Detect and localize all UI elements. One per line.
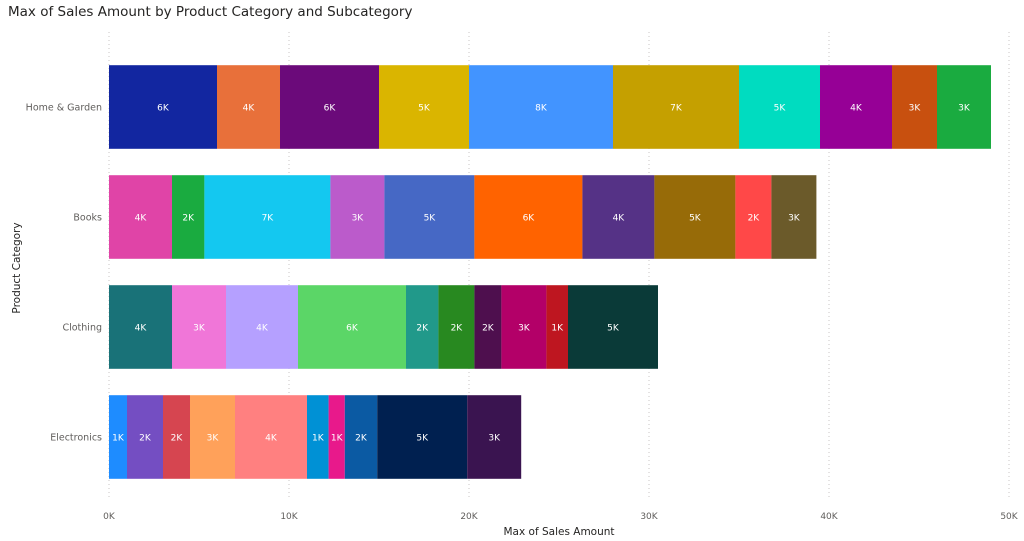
segment-data-label: 3K (788, 214, 801, 224)
segment-data-label: 6K (157, 104, 170, 114)
segment-data-label: 4K (850, 104, 863, 114)
category-label: Home & Garden (26, 103, 102, 114)
bar-segment[interactable] (467, 395, 522, 479)
segment-data-label: 2K (355, 434, 368, 444)
bar-segment[interactable] (654, 175, 736, 259)
y-axis-categories: Home & Garden Books Clothing Electronics (26, 103, 102, 444)
bar-segment[interactable] (438, 285, 475, 369)
segment-data-label: 3K (193, 324, 206, 334)
bar-segment[interactable] (127, 395, 163, 479)
segment-data-label: 3K (488, 434, 501, 444)
bar-segment[interactable] (474, 285, 502, 369)
segment-data-label: 4K (135, 324, 148, 334)
x-axis-title: Max of Sales Amount (503, 526, 614, 538)
segment-data-label: 5K (424, 214, 437, 224)
segment-data-label: 1K (312, 434, 325, 444)
bar-segment[interactable] (298, 285, 406, 369)
bar-segment[interactable] (226, 285, 298, 369)
bar-segment[interactable] (384, 175, 475, 259)
bar-segment[interactable] (377, 395, 468, 479)
segment-data-label: 5K (418, 104, 431, 114)
bar-segment[interactable] (190, 395, 235, 479)
segment-data-label: 3K (958, 104, 971, 114)
bar-segment[interactable] (892, 65, 937, 149)
bar-segment[interactable] (280, 65, 379, 149)
bars: 6K 4K 6K 5K 8K 7K 5K 4K 3K 3K 4K 2K 7K 3K 5K 6K 4K 5K 2K 3K… (109, 65, 991, 479)
bar-segment[interactable] (501, 285, 547, 369)
segment-data-label: 4K (256, 324, 269, 334)
y-axis-title: Product Category (11, 222, 23, 313)
bar-segment[interactable] (163, 395, 190, 479)
bar-segment[interactable] (379, 65, 469, 149)
segment-data-label: 5K (774, 104, 787, 114)
x-tick-label: 50K (1000, 512, 1018, 522)
segment-data-label: 8K (535, 104, 548, 114)
x-tick-label: 30K (640, 512, 658, 522)
x-tick-label: 40K (820, 512, 838, 522)
segment-data-label: 3K (909, 104, 922, 114)
segment-data-label: 1K (112, 434, 125, 444)
segment-data-label: 4K (243, 104, 256, 114)
segment-data-label: 6K (523, 214, 536, 224)
segment-data-label: 7K (262, 214, 275, 224)
bar-segment[interactable] (735, 175, 772, 259)
bar-segment[interactable] (328, 395, 345, 479)
segment-data-label: 1K (551, 324, 564, 334)
segment-data-label: 6K (346, 324, 359, 334)
segment-data-label: 2K (171, 434, 184, 444)
segment-data-label: 2K (482, 324, 495, 334)
segment-data-label: 5K (416, 434, 429, 444)
bar-segment[interactable] (204, 175, 331, 259)
bar-segment[interactable] (330, 175, 385, 259)
x-tick-label: 0K (103, 512, 116, 522)
bar-segment[interactable] (739, 65, 820, 149)
x-tick-label: 10K (280, 512, 298, 522)
bar-segment[interactable] (217, 65, 280, 149)
x-axis-ticks: 0K 10K 20K 30K 40K 50K (103, 512, 1019, 522)
bar-segment[interactable] (582, 175, 655, 259)
bar-segment[interactable] (344, 395, 378, 479)
bar-segment[interactable] (771, 175, 817, 259)
segment-data-label: 1K (331, 434, 344, 444)
segment-data-label: 3K (518, 324, 531, 334)
segment-data-label: 4K (613, 214, 626, 224)
category-label: Electronics (50, 433, 102, 444)
segment-data-label: 2K (416, 324, 429, 334)
bar-segment[interactable] (109, 285, 172, 369)
category-label: Clothing (62, 323, 102, 334)
x-tick-label: 20K (460, 512, 478, 522)
bar-segment[interactable] (613, 65, 739, 149)
bar-segment[interactable] (109, 65, 217, 149)
segment-data-label: 6K (324, 104, 337, 114)
segment-data-label: 2K (182, 214, 195, 224)
segment-data-label: 5K (607, 324, 620, 334)
bar-segment[interactable] (235, 395, 307, 479)
bar-segment[interactable] (109, 175, 172, 259)
bar-segment[interactable] (406, 285, 439, 369)
bar-segment[interactable] (109, 395, 127, 479)
bar-segment[interactable] (469, 65, 613, 149)
bar-segment[interactable] (172, 285, 226, 369)
bar-segment[interactable] (474, 175, 583, 259)
segment-data-label: 7K (670, 104, 683, 114)
segment-data-label: 4K (135, 214, 148, 224)
segment-data-label: 2K (451, 324, 464, 334)
bar-segment[interactable] (568, 285, 658, 369)
segment-data-label: 3K (207, 434, 220, 444)
bar-segment[interactable] (172, 175, 205, 259)
chart-title: Max of Sales Amount by Product Category … (8, 4, 413, 20)
segment-data-label: 4K (265, 434, 278, 444)
segment-data-label: 2K (139, 434, 152, 444)
bar-segment[interactable] (307, 395, 329, 479)
category-label: Books (73, 213, 102, 224)
segment-data-label: 2K (748, 214, 761, 224)
segment-data-label: 5K (689, 214, 702, 224)
bar-segment[interactable] (546, 285, 568, 369)
bar-segment[interactable] (937, 65, 991, 149)
bar-segment[interactable] (820, 65, 892, 149)
segment-data-label: 3K (352, 214, 365, 224)
